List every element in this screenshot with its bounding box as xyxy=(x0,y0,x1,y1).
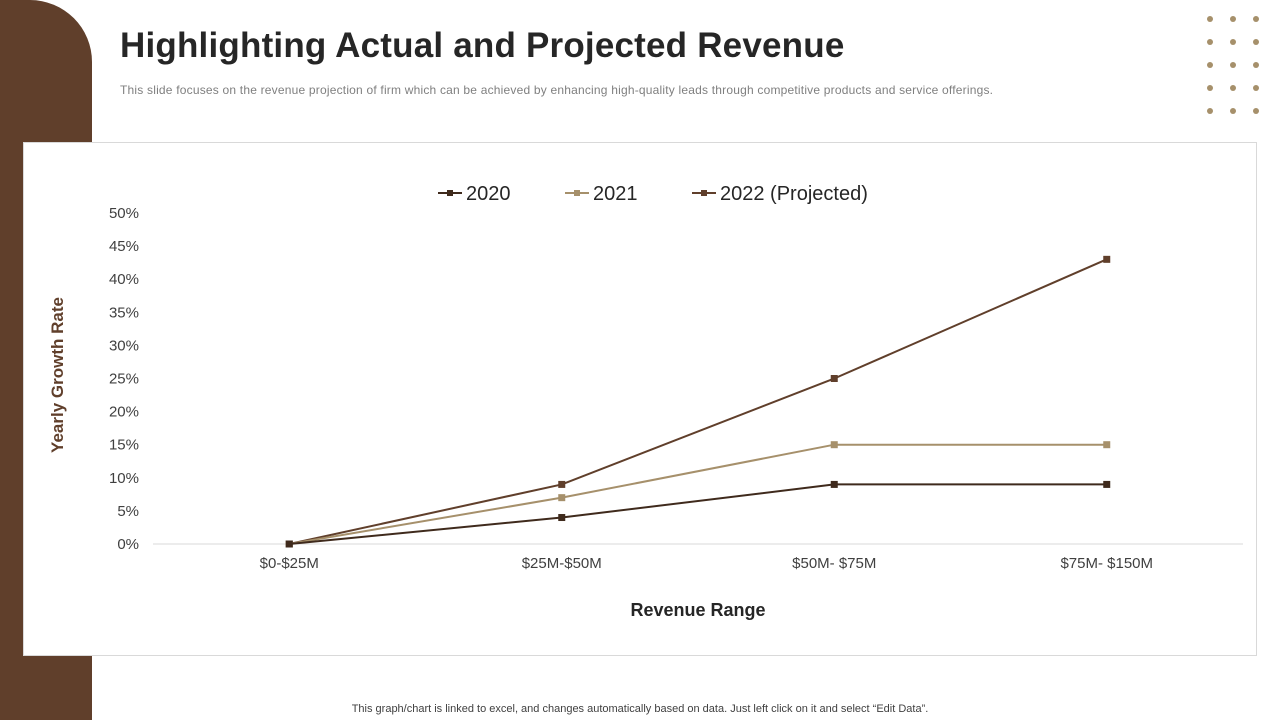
decorative-dot xyxy=(1253,108,1259,114)
decorative-dot xyxy=(1207,108,1213,114)
decorative-dot xyxy=(1207,39,1213,45)
y-tick-label: 20% xyxy=(109,404,139,421)
footer-note: This graph/chart is linked to excel, and… xyxy=(351,703,929,715)
decorative-dot xyxy=(1253,85,1259,91)
data-point xyxy=(558,494,566,502)
decorative-dot xyxy=(1230,85,1236,91)
y-tick-label: 50% xyxy=(109,205,139,222)
decorative-dot xyxy=(1207,16,1213,22)
x-tick-label: $25M-$50M xyxy=(522,555,602,572)
decorative-dot xyxy=(1207,62,1213,68)
legend-swatch-marker xyxy=(447,190,453,196)
decorative-dot xyxy=(1230,108,1236,114)
y-tick-label: 45% xyxy=(109,238,139,255)
legend-swatch-marker xyxy=(574,190,580,196)
data-point xyxy=(558,480,566,488)
data-point xyxy=(830,375,838,382)
data-point xyxy=(830,441,838,449)
series-line xyxy=(289,483,1107,545)
data-point xyxy=(830,480,838,488)
legend-label: 2021 xyxy=(593,183,638,205)
decorative-dot xyxy=(1230,16,1236,22)
series-line xyxy=(289,443,1107,545)
data-point xyxy=(1103,255,1111,263)
y-tick-label: 0% xyxy=(117,536,139,553)
slide-subtitle: This slide focuses on the revenue projec… xyxy=(120,83,994,97)
data-point xyxy=(1103,441,1111,449)
data-point xyxy=(558,514,566,522)
y-tick-label: 30% xyxy=(109,337,139,354)
x-tick-label: $75M- $150M xyxy=(1060,555,1153,572)
y-tick-label: 35% xyxy=(109,304,139,321)
y-label-arrow-banner xyxy=(42,175,75,574)
legend-swatch-marker xyxy=(701,190,707,196)
y-tick-label: 25% xyxy=(109,371,139,388)
y-tick-label: 5% xyxy=(117,503,139,520)
data-point xyxy=(1103,480,1111,488)
y-tick-label: 10% xyxy=(109,470,139,487)
x-tick-label: $0-$25M xyxy=(260,555,319,572)
legend-label: 2022 (Projected) xyxy=(720,183,868,205)
data-point xyxy=(285,540,293,548)
y-tick-label: 40% xyxy=(109,271,139,288)
decorative-dot xyxy=(1253,39,1259,45)
decorative-dot xyxy=(1253,62,1259,68)
slide-title: Highlighting Actual and Projected Revenu… xyxy=(120,26,845,65)
y-tick-label: 15% xyxy=(109,437,139,454)
decorative-dot xyxy=(1253,16,1259,22)
decorative-dot xyxy=(1230,62,1236,68)
decorative-dot xyxy=(1230,39,1236,45)
decorative-dot-grid xyxy=(1200,10,1270,120)
x-axis-title: Revenue Range xyxy=(630,600,765,620)
chart-panel xyxy=(23,142,1257,656)
legend-label: 2020 xyxy=(466,183,511,205)
decorative-dot xyxy=(1207,85,1213,91)
x-tick-label: $50M- $75M xyxy=(792,555,876,572)
series-line xyxy=(289,258,1108,545)
